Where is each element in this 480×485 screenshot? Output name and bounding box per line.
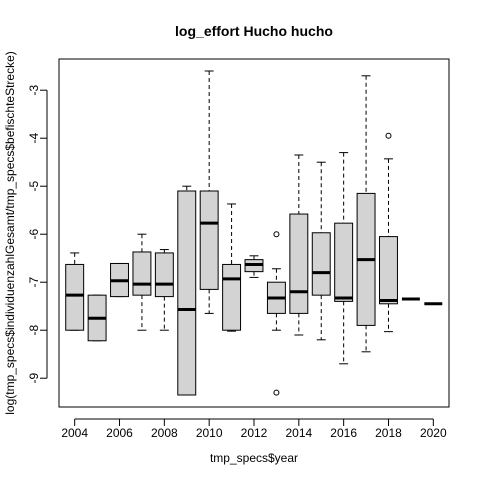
x-tick-label: 2004 [61, 426, 88, 440]
box-iqr [199, 190, 219, 290]
x-tick-label: 2006 [106, 426, 133, 440]
outlier-point [385, 132, 392, 139]
box-iqr [65, 263, 85, 331]
box-2008 [154, 249, 174, 331]
x-axis: 2004 2006 2008 2010 2012 2014 2016 2018 2020 [61, 418, 447, 440]
y-axis: -9 -8 -7 -6 -5 -4 -3 [27, 85, 48, 384]
x-tick-label: 2012 [241, 426, 268, 440]
y-tick-label: -6 [27, 229, 41, 240]
box-2009 [177, 185, 197, 396]
outlier-point [273, 389, 280, 396]
box-2005 [87, 294, 107, 342]
box-2018 [379, 132, 398, 333]
x-tick-label: 2018 [375, 426, 402, 440]
box-iqr [177, 190, 197, 396]
x-tick-label: 2014 [285, 426, 312, 440]
box-2015 [311, 161, 331, 341]
box-iqr [334, 222, 354, 302]
y-tick-label: -3 [27, 85, 41, 96]
box-2014 [289, 154, 309, 336]
x-tick-label: 2016 [330, 426, 357, 440]
box-2012 [244, 255, 264, 278]
box-2010 [199, 70, 219, 314]
plot-frame [58, 58, 450, 408]
chart-title: log_effort Hucho hucho [175, 23, 333, 39]
box-iqr [154, 252, 174, 298]
x-tick-label: 2010 [196, 426, 223, 440]
box-2006 [110, 262, 129, 298]
x-axis-title: tmp_specs$year [210, 451, 298, 465]
x-tick-label: 2008 [151, 426, 178, 440]
y-axis-title: log(tmp_specs$individuenzahlGesamt/tmp_s… [3, 51, 17, 415]
box-iqr [311, 232, 331, 296]
y-tick-label: -7 [27, 277, 41, 288]
y-tick-label: -9 [27, 373, 41, 384]
box-iqr [222, 263, 242, 331]
y-tick-label: -5 [27, 181, 41, 192]
y-tick-label: -8 [27, 325, 41, 336]
outlier-point [273, 231, 280, 238]
box-2011 [222, 203, 242, 332]
box-2017 [356, 75, 376, 353]
x-tick-label: 2020 [420, 426, 447, 440]
box-2007 [132, 233, 152, 331]
box-iqr [289, 213, 309, 314]
box-2016 [334, 152, 354, 365]
box-iqr [379, 236, 398, 305]
box-iqr [132, 251, 152, 296]
box-series [65, 70, 443, 396]
box-2004 [65, 252, 85, 331]
y-tick-label: -4 [27, 133, 41, 144]
box-2013 [266, 231, 286, 396]
